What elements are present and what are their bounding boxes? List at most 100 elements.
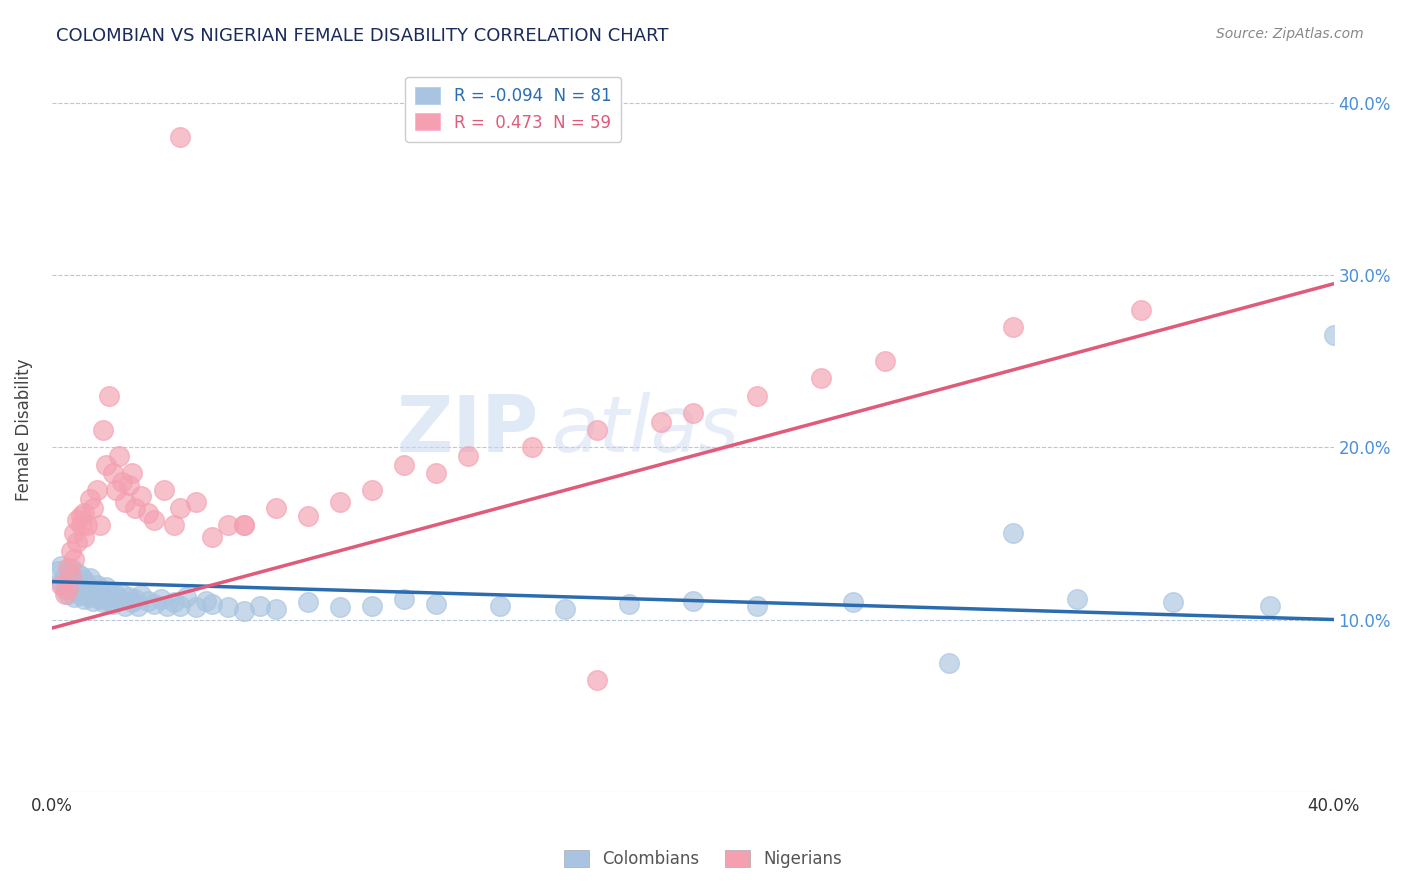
Point xyxy=(56,573,79,587)
Point xyxy=(101,466,124,480)
Point xyxy=(194,593,217,607)
Point xyxy=(745,599,768,613)
Point xyxy=(1002,319,1025,334)
Point xyxy=(810,371,832,385)
Point xyxy=(101,597,124,611)
Point xyxy=(136,593,159,607)
Point xyxy=(176,590,198,604)
Point xyxy=(69,509,91,524)
Point xyxy=(86,483,108,498)
Point xyxy=(73,506,96,520)
Point xyxy=(59,543,82,558)
Point xyxy=(66,576,89,591)
Point xyxy=(53,587,76,601)
Point xyxy=(51,559,73,574)
Point xyxy=(682,406,704,420)
Point xyxy=(69,580,91,594)
Point xyxy=(73,573,96,587)
Point xyxy=(131,489,153,503)
Point xyxy=(66,513,89,527)
Point xyxy=(124,500,146,515)
Text: Source: ZipAtlas.com: Source: ZipAtlas.com xyxy=(1216,27,1364,41)
Point xyxy=(69,588,91,602)
Point xyxy=(489,599,512,613)
Point xyxy=(89,583,111,598)
Point xyxy=(53,569,76,583)
Point xyxy=(1066,591,1088,606)
Point xyxy=(264,500,287,515)
Point xyxy=(108,449,131,463)
Point xyxy=(98,585,121,599)
Point xyxy=(66,535,89,549)
Point xyxy=(59,580,82,594)
Point xyxy=(842,595,865,609)
Point xyxy=(114,599,136,613)
Point xyxy=(63,552,86,566)
Point xyxy=(66,585,89,599)
Point xyxy=(233,604,256,618)
Point xyxy=(98,593,121,607)
Point xyxy=(69,569,91,583)
Point xyxy=(104,483,127,498)
Point xyxy=(361,599,384,613)
Point xyxy=(297,509,319,524)
Y-axis label: Female Disability: Female Disability xyxy=(15,359,32,501)
Point xyxy=(162,595,184,609)
Point xyxy=(394,458,416,472)
Point xyxy=(233,517,256,532)
Point xyxy=(73,530,96,544)
Point xyxy=(217,600,239,615)
Point xyxy=(1258,599,1281,613)
Point xyxy=(53,582,76,596)
Point xyxy=(233,517,256,532)
Point xyxy=(169,599,191,613)
Point xyxy=(56,578,79,592)
Point xyxy=(156,599,179,613)
Point xyxy=(585,423,607,437)
Point xyxy=(184,495,207,509)
Point xyxy=(56,561,79,575)
Point xyxy=(585,673,607,687)
Point xyxy=(73,583,96,598)
Point xyxy=(361,483,384,498)
Point xyxy=(118,590,141,604)
Point xyxy=(82,585,104,599)
Point xyxy=(169,500,191,515)
Point xyxy=(63,590,86,604)
Point xyxy=(96,590,118,604)
Point xyxy=(89,591,111,606)
Point xyxy=(938,656,960,670)
Point xyxy=(63,582,86,596)
Point xyxy=(46,564,69,578)
Point xyxy=(104,588,127,602)
Legend: R = -0.094  N = 81, R =  0.473  N = 59: R = -0.094 N = 81, R = 0.473 N = 59 xyxy=(405,77,621,142)
Point xyxy=(682,593,704,607)
Point xyxy=(184,600,207,615)
Point xyxy=(76,517,98,532)
Point xyxy=(114,495,136,509)
Point xyxy=(121,466,143,480)
Point xyxy=(201,530,224,544)
Point xyxy=(111,587,134,601)
Point xyxy=(1163,595,1185,609)
Point xyxy=(329,495,352,509)
Point xyxy=(63,574,86,589)
Point xyxy=(394,591,416,606)
Point xyxy=(59,561,82,575)
Point xyxy=(162,517,184,532)
Point xyxy=(617,597,640,611)
Point xyxy=(201,597,224,611)
Point xyxy=(51,578,73,592)
Point xyxy=(1002,526,1025,541)
Point xyxy=(76,587,98,601)
Point xyxy=(89,517,111,532)
Point xyxy=(745,389,768,403)
Point xyxy=(82,593,104,607)
Point xyxy=(1323,328,1346,343)
Point xyxy=(76,578,98,592)
Point xyxy=(56,587,79,601)
Point xyxy=(118,478,141,492)
Point xyxy=(425,597,447,611)
Text: COLOMBIAN VS NIGERIAN FEMALE DISABILITY CORRELATION CHART: COLOMBIAN VS NIGERIAN FEMALE DISABILITY … xyxy=(56,27,669,45)
Point xyxy=(131,588,153,602)
